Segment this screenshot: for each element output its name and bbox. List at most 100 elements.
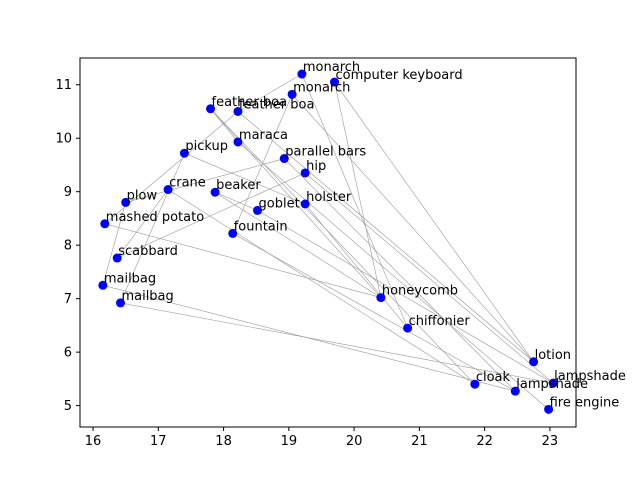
point-label-3: feather boa [212,95,288,110]
plot-area-frame [79,57,577,428]
edge-line-4 [232,94,293,234]
data-point-1 [330,77,340,87]
data-point-17 [98,280,108,290]
data-point-9 [163,185,173,195]
x-tick-label-7: 23 [542,434,559,449]
y-tick-label-4: 9 [64,185,72,200]
data-point-22 [548,378,558,388]
y-tick-label-0: 5 [64,399,72,414]
point-label-8: hip [306,159,326,174]
point-label-7: parallel bars [285,145,366,160]
point-label-1: computer keyboard [336,68,463,83]
point-label-19: mailbag [121,289,173,304]
edge-line-23 [257,210,554,384]
data-point-5 [233,137,243,147]
data-point-14 [100,219,110,229]
y-axis-ticks: 5 6 7 8 9 10 11 [55,78,80,414]
edge-line-17 [304,172,554,384]
edge-line-28 [120,302,554,384]
y-tick-label-6: 11 [55,78,72,93]
data-point-15 [228,228,238,238]
edge-line-2 [334,81,534,362]
edge-line-24 [104,223,381,298]
edge-line-16 [117,172,306,259]
point-label-17: mailbag [104,271,156,286]
edge-line-10 [237,111,534,362]
edge-line-27 [102,284,516,392]
data-point-20 [403,323,413,333]
y-tick-label-1: 6 [64,346,72,361]
point-label-10: beaker [216,178,261,193]
y-tick-label-3: 8 [64,239,72,254]
point-label-5: maraca [239,128,288,143]
y-tick-label-2: 7 [64,292,72,307]
edge-line-19 [214,191,382,298]
data-point-8 [300,168,310,178]
edge-line-13 [120,153,185,304]
data-point-18 [376,293,386,303]
point-label-23: cloak [476,370,511,385]
data-point-3 [206,104,216,114]
x-axis-ticks: 16 17 18 19 20 21 22 23 [85,427,558,449]
edge-line-21 [304,203,408,329]
point-label-13: goblet [259,196,300,211]
data-point-16 [112,253,122,263]
point-label-14: mashed potato [106,210,204,225]
data-point-4 [233,106,243,116]
edge-line-25 [232,233,516,392]
data-point-2 [287,89,297,99]
edge-line-0 [237,73,303,112]
x-tick-label-2: 18 [215,434,232,449]
point-label-22: lampshade [554,369,626,384]
edge-line-12 [184,152,306,205]
edge-line-22 [214,191,258,211]
point-label-18: honeycomb [382,284,458,299]
point-label-2: monarch [293,80,350,95]
point-label-12: holster [306,190,352,205]
edge-line-11 [237,141,549,410]
x-tick-label-5: 21 [411,434,428,449]
edge-line-1 [301,73,408,329]
data-point-0 [297,69,307,79]
data-point-19 [115,298,125,308]
data-point-23 [470,379,480,389]
edge-line-3 [334,82,382,298]
x-tick-label-4: 20 [346,434,363,449]
data-point-25 [544,404,554,414]
edge-line-8 [210,108,476,385]
edge-line-15 [284,158,516,392]
data-point-24 [510,386,520,396]
x-tick-label-1: 17 [150,434,167,449]
data-point-21 [529,357,539,367]
point-label-0: monarch [303,60,360,75]
data-point-7 [279,154,289,164]
point-label-16: scabbard [118,244,178,259]
data-point-11 [121,197,131,207]
edge-line-6 [210,108,239,143]
x-tick-label-6: 22 [476,434,493,449]
point-label-21: lotion [535,348,571,363]
point-label-15: fountain [234,219,288,234]
x-tick-label-3: 19 [281,434,298,449]
point-label-6: pickup [185,139,228,154]
edge-line-26 [116,189,169,259]
point-label-24: lampshade [516,377,588,392]
data-point-10 [210,187,220,197]
point-label-4: feather boa [239,97,315,112]
data-point-6 [179,148,189,158]
x-tick-label-0: 16 [85,434,102,449]
point-label-9: crane [169,176,206,191]
edge-line-18 [167,189,476,385]
y-tick-label-5: 10 [55,132,72,147]
point-label-11: plow [127,188,158,203]
data-point-13 [253,205,263,215]
edge-layer [102,73,554,410]
point-layer [98,69,558,414]
edge-line-20 [102,202,126,286]
edge-line-14 [125,158,285,203]
data-point-12 [300,199,310,209]
point-label-20: chiffonier [409,314,471,329]
edge-line-5 [291,94,534,362]
